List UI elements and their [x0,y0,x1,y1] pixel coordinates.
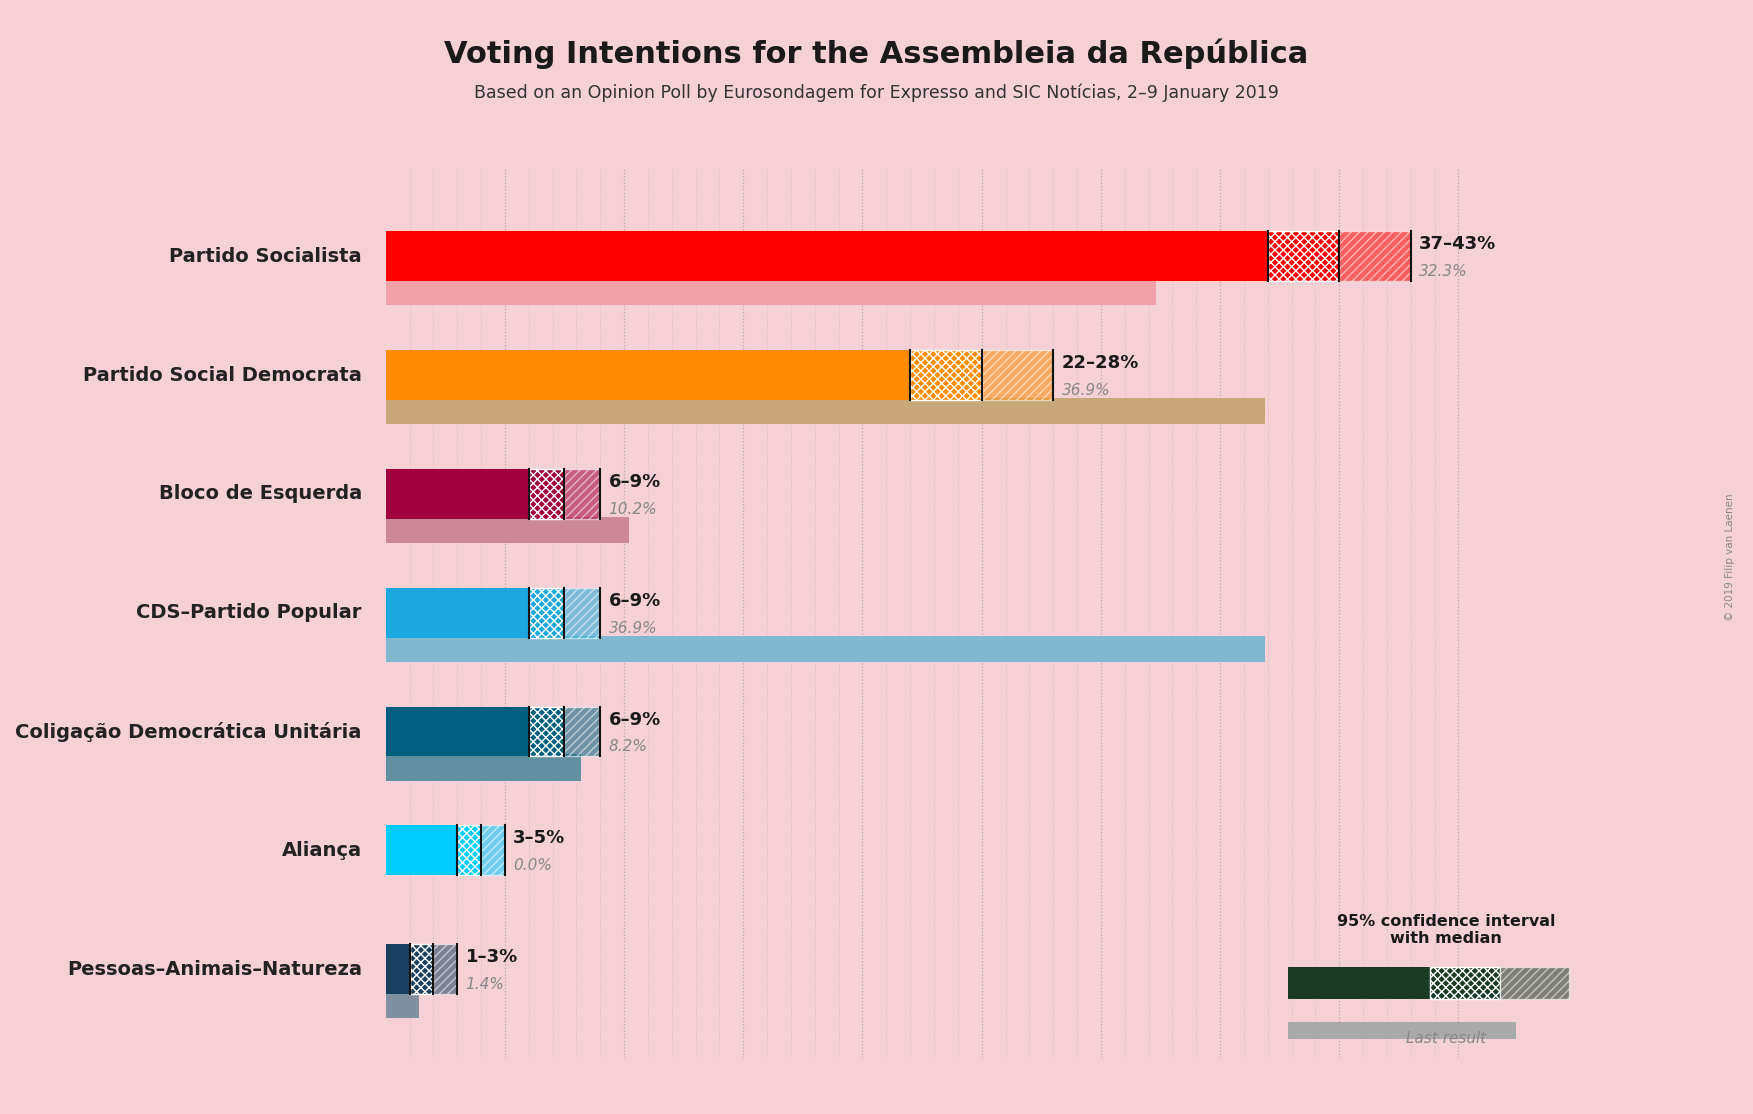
Text: 1–3%: 1–3% [466,948,517,966]
Bar [1501,967,1569,998]
Bar [433,945,458,994]
Text: 36.9%: 36.9% [608,620,657,636]
Bar [386,469,529,519]
Bar [910,350,982,400]
Text: Partido Socialista: Partido Socialista [170,246,361,266]
Bar [386,350,910,400]
Bar [386,825,458,876]
Bar [386,754,582,781]
Bar [410,945,433,994]
Text: © 2019 Filip van Laenen: © 2019 Filip van Laenen [1725,494,1735,620]
Text: Last result: Last result [1406,1030,1487,1046]
Bar [386,517,629,543]
Bar [386,993,419,1018]
Text: 3–5%: 3–5% [514,830,566,848]
Text: 22–28%: 22–28% [1062,354,1139,372]
Bar [386,280,1155,305]
Bar [529,706,564,756]
Text: Coligação Democrática Unitária: Coligação Democrática Unitária [16,722,361,742]
Text: 6–9%: 6–9% [608,711,661,729]
Bar [564,588,600,637]
Bar [1430,967,1501,998]
Bar [564,706,600,756]
Bar [386,706,529,756]
Text: 32.3%: 32.3% [1420,264,1467,280]
Bar [1339,232,1411,281]
Bar [480,825,505,876]
Bar [564,469,600,519]
Bar [386,398,1266,424]
Bar [1288,1022,1516,1039]
Text: 37–43%: 37–43% [1420,235,1497,253]
Bar [458,825,480,876]
Text: 36.9%: 36.9% [1062,383,1110,398]
Bar [982,350,1054,400]
Text: 95% confidence interval
with median: 95% confidence interval with median [1338,913,1555,947]
Text: CDS–Partido Popular: CDS–Partido Popular [137,603,361,623]
Text: 6–9%: 6–9% [608,592,661,609]
Bar [529,469,564,519]
Bar [386,588,529,637]
Text: Bloco de Esquerda: Bloco de Esquerda [158,485,361,504]
Bar [529,588,564,637]
Text: 10.2%: 10.2% [608,501,657,517]
Bar [1267,232,1339,281]
Text: Aliança: Aliança [282,841,361,860]
Bar [386,232,1267,281]
Text: Pessoas–Animais–Natureza: Pessoas–Animais–Natureza [67,959,361,979]
Text: 1.4%: 1.4% [466,977,505,993]
Text: 0.0%: 0.0% [514,858,552,873]
Bar [386,636,1266,662]
Text: Based on an Opinion Poll by Eurosondagem for Expresso and SIC Notícias, 2–9 Janu: Based on an Opinion Poll by Eurosondagem… [473,84,1280,102]
Text: 6–9%: 6–9% [608,473,661,491]
Text: 8.2%: 8.2% [608,740,647,754]
Bar [1288,967,1430,998]
Text: Partido Social Democrata: Partido Social Democrata [82,365,361,384]
Text: Voting Intentions for the Assembleia da República: Voting Intentions for the Assembleia da … [444,39,1309,69]
Bar [386,945,410,994]
